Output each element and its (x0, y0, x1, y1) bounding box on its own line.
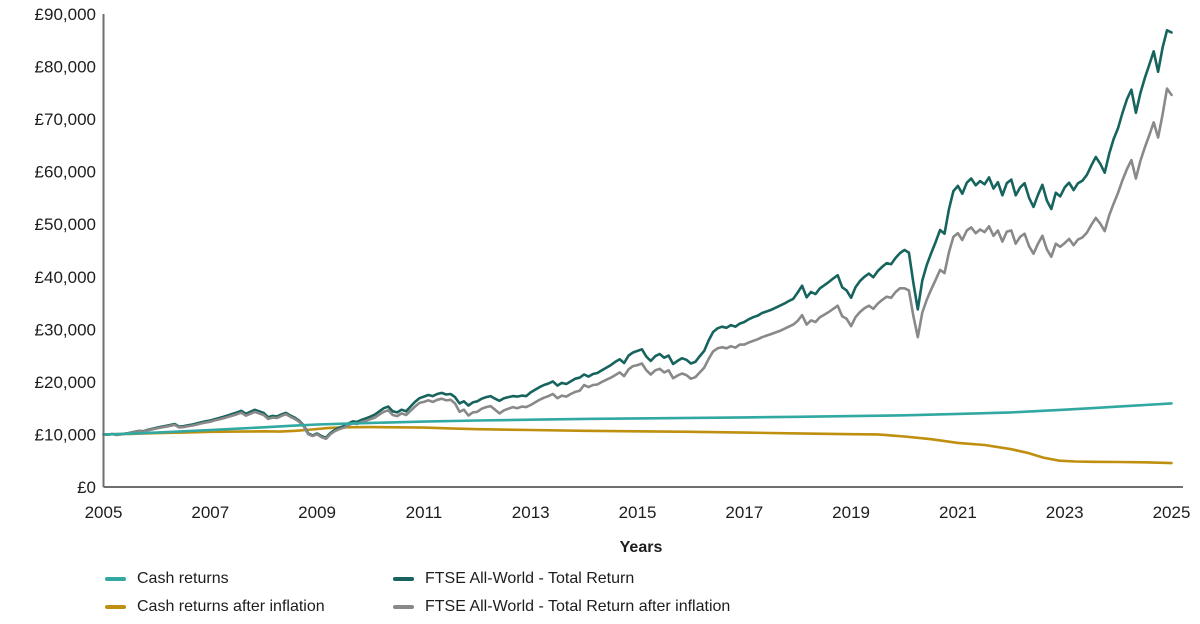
chart-legend: Cash returns Cash returns after inflation… (0, 564, 1200, 624)
x-axis-tick-label: 2007 (191, 503, 229, 522)
y-axis-tick-label: £80,000 (35, 58, 96, 77)
series-layer (102, 29, 1173, 465)
legend-swatch-cash-returns (105, 577, 126, 581)
y-axis-tick-label: £70,000 (35, 110, 96, 129)
y-axis-tick-label: £0 (77, 478, 96, 497)
legend-swatch-ftse-all-world-total-return (393, 577, 414, 581)
legend-swatch-cash-returns-after-inflation (105, 605, 126, 609)
x-axis-tick-label: 2023 (1046, 503, 1084, 522)
x-axis-tick-label: 2021 (939, 503, 977, 522)
series-line-ftse-all-world-total-return-after-inflation (102, 87, 1173, 441)
legend-label: FTSE All-World - Total Return after infl… (425, 598, 731, 615)
x-axis-tick-label: 2011 (406, 503, 443, 522)
x-axis-tick-label: 2019 (832, 503, 870, 522)
x-axis-tick-label: 2005 (85, 503, 123, 522)
y-axis-tick-label: £40,000 (35, 268, 96, 287)
series-line-ftse-all-world-total-return (102, 29, 1173, 439)
axis-layer: £0 £10,000 £20,000 £30,000 £40,000 £50,000 £60… (35, 5, 1191, 522)
series-line-cash-returns (102, 402, 1173, 436)
y-axis-tick-label: £60,000 (35, 163, 96, 182)
legend-item-cash-returns-after-inflation: Cash returns after inflation (105, 596, 325, 618)
legend-label: FTSE All-World - Total Return (425, 570, 635, 587)
x-axis-tick-label: 2025 (1153, 503, 1191, 522)
y-axis-tick-label: £50,000 (35, 215, 96, 234)
x-axis-tick-label: 2009 (298, 503, 336, 522)
y-axis-tick-label: £90,000 (35, 5, 96, 24)
legend-label: Cash returns (137, 570, 229, 587)
legend-swatch-ftse-all-world-total-return-after-inflation (393, 605, 414, 609)
x-axis-tick-label: 2017 (725, 503, 763, 522)
series-line-cash-returns-after-inflation (102, 425, 1173, 465)
legend-label: Cash returns after inflation (137, 598, 325, 615)
legend-item-ftse-all-world-total-return: FTSE All-World - Total Return (393, 568, 634, 590)
x-axis-title: Years (620, 539, 663, 556)
legend-item-ftse-all-world-total-return-after-inflation: FTSE All-World - Total Return after infl… (393, 596, 730, 618)
y-axis-tick-label: £30,000 (35, 320, 96, 339)
legend-item-cash-returns: Cash returns (105, 568, 229, 590)
x-axis-tick-label: 2015 (619, 503, 657, 522)
y-axis-tick-label: £10,000 (35, 425, 96, 444)
x-axis-tick-label: 2013 (512, 503, 550, 522)
y-axis-tick-label: £20,000 (35, 373, 96, 392)
